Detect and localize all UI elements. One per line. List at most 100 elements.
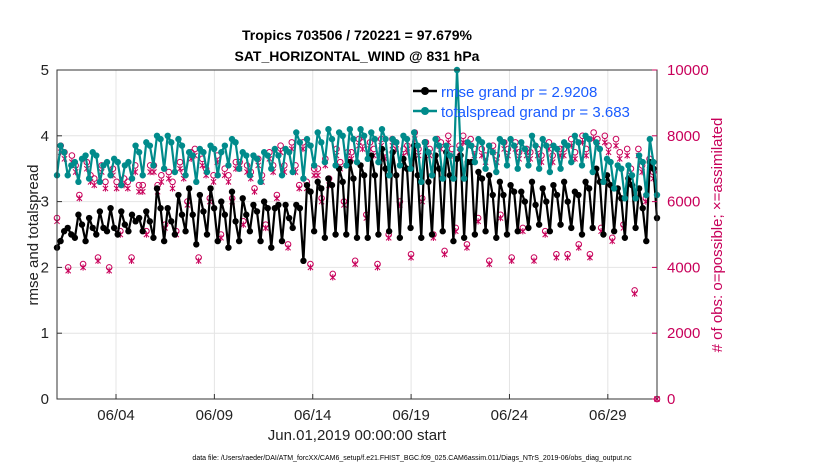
totalspread-point [528,132,536,139]
rmse-point [539,185,546,192]
totalspread-point [446,152,454,159]
totalspread-point [93,152,100,159]
rmse-point [268,244,275,251]
rmse-point [514,228,521,235]
x-tick-label: 06/29 [589,407,627,424]
totalspread-point [439,175,446,182]
rmse-point [168,218,175,225]
assimilated-obs-point [624,152,631,159]
totalspread-point [607,158,614,166]
rmse-point [82,237,89,245]
possible-obs-point [135,181,143,189]
rmse-point [557,221,564,228]
rmse-point [364,234,371,241]
assimilated-obs-point [273,195,280,202]
rmse-point [560,178,568,186]
totalspread-point [118,181,125,189]
assimilated-obs-point [352,260,359,268]
totalspread-point [275,152,282,159]
totalspread-point [493,168,500,176]
rmse-point [143,208,150,215]
data-file-footer: data file: /Users/raeder/DAI/ATM_forcXX/… [192,455,632,462]
rmse-point [503,231,511,238]
x-tick-label: 06/24 [491,407,529,424]
assimilated-obs-point [605,149,612,156]
totalspread-point [171,168,179,176]
rmse-point [121,221,129,228]
totalspread-point [332,162,339,169]
totalspread-point [410,129,418,136]
rmse-point [393,172,400,179]
totalspread-point [310,162,318,169]
totalspread-point [621,195,629,202]
possible-obs-point [635,145,642,153]
totalspread-point [350,135,357,143]
totalspread-point [357,126,364,133]
rmse-point [528,178,536,186]
assimilated-obs-point [262,224,269,232]
totalspread-point [414,142,421,149]
rmse-point [521,198,529,205]
totalspread-point [128,175,136,182]
assimilated-obs-point [139,188,146,195]
rmse-point [585,185,593,192]
rmse-point [225,244,232,251]
rmse-point [260,198,268,205]
rmse-point [189,211,196,218]
legend-rmse-marker [421,87,429,95]
rmse-point [543,198,550,205]
rmse-point [171,231,179,238]
assimilated-obs-point [128,257,135,265]
rmse-point [550,181,557,189]
rmse-point [307,188,314,195]
totalspread-point [107,172,114,179]
totalspread-point [485,142,493,149]
assimilated-obs-point [307,264,314,271]
assimilated-obs-point [65,267,72,274]
y2-tick-label: 2000 [667,325,700,342]
assimilated-obs-point [609,237,616,245]
assimilated-obs-point [463,244,470,251]
totalspread-point [510,142,518,149]
assimilated-obs-point [113,185,120,192]
rmse-point [407,224,414,232]
assimilated-obs-point [158,178,165,186]
totalspread-point [435,142,443,149]
totalspread-point [296,139,304,146]
rmse-point [103,228,111,235]
assimilated-obs-point [80,264,87,271]
rmse-point [75,211,82,218]
rmse-point [135,214,143,222]
totalspread-point [96,178,104,186]
y-tick-label: 5 [41,62,49,79]
rmse-point [193,241,200,248]
series-layer [53,66,661,265]
rmse-point [425,178,432,186]
assimilated-obs-point [221,172,228,179]
totalspread-point [293,129,300,136]
totalspread-point [346,126,354,133]
totalspread-point [175,135,182,143]
totalspread-point [57,142,64,149]
totalspread-point [639,158,646,166]
totalspread-point [307,142,314,149]
rmse-point [325,175,332,182]
totalspread-point [421,139,429,146]
totalspread-point [353,158,361,166]
rmse-point [510,188,518,195]
y-tick-label: 1 [41,325,49,342]
rmse-point [85,214,93,222]
totalspread-point [271,145,279,153]
totalspread-point [407,165,414,172]
rmse-point [210,204,218,212]
y-tick-label: 2 [41,259,49,276]
y2-tick-label: 10000 [667,62,709,79]
rmse-point [518,188,525,195]
rmse-point [496,178,504,186]
rmse-point [139,228,146,235]
totalspread-point [371,135,379,143]
rmse-point [253,208,261,215]
totalspread-point [503,162,511,169]
assimilated-obs-point [106,267,113,274]
legend-totalspread-marker [421,107,429,115]
